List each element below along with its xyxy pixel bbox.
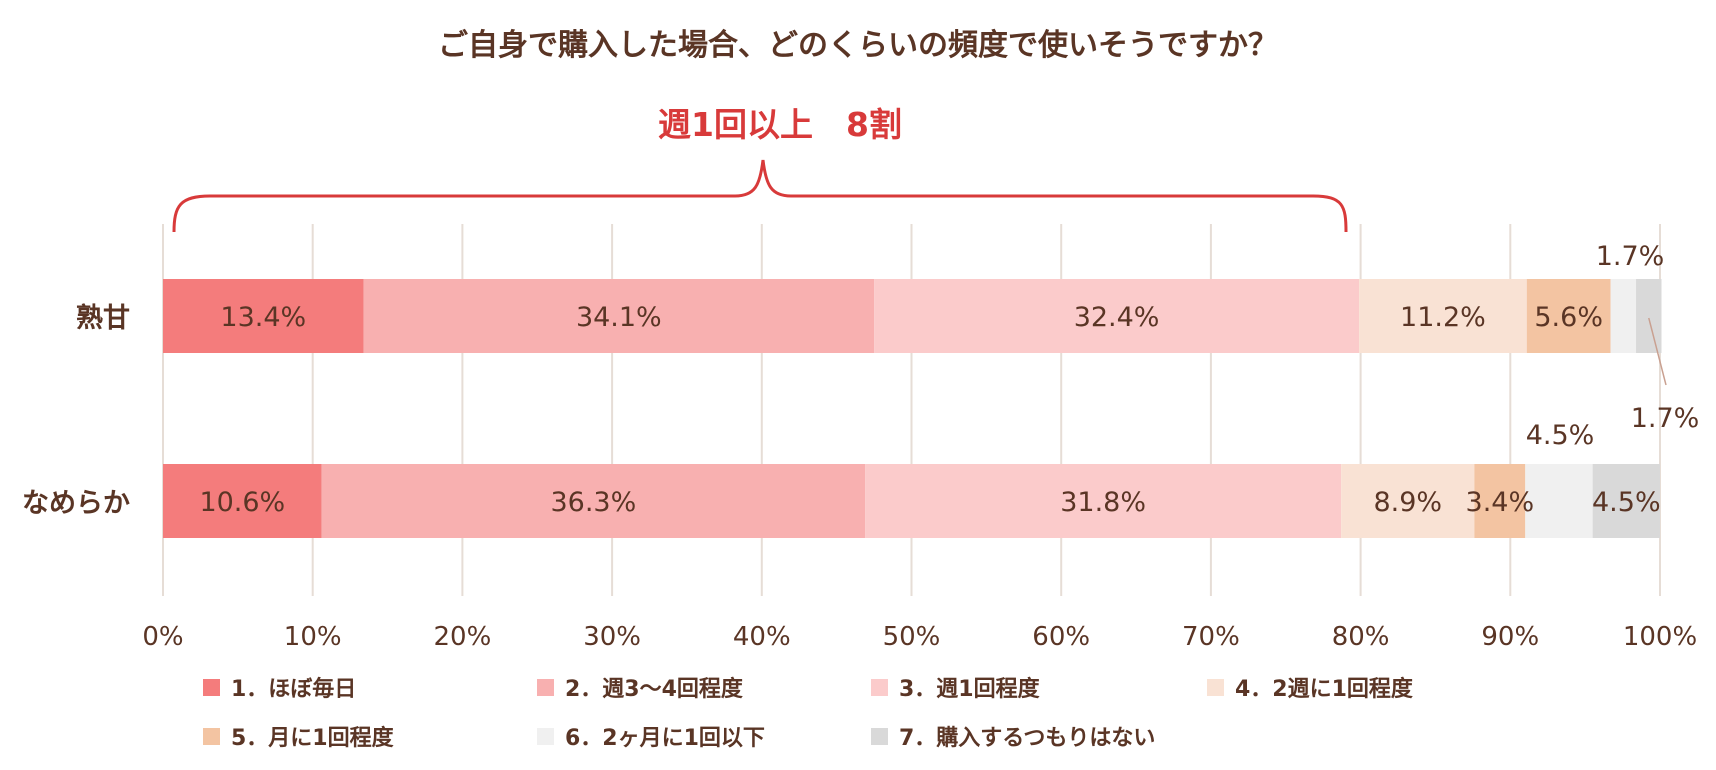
category-label: 熟甘 <box>76 302 130 334</box>
bar-segment-6 <box>1610 279 1637 353</box>
bar-segment-1 <box>163 464 322 538</box>
data-label: 32.4% <box>1074 302 1160 333</box>
x-tick-label: 30% <box>583 622 641 652</box>
legend-swatch <box>537 728 554 745</box>
data-label: 34.1% <box>576 302 662 333</box>
legend-swatch <box>203 728 220 745</box>
x-tick-label: 70% <box>1182 622 1240 652</box>
x-tick-label: 100% <box>1623 622 1697 652</box>
data-label: 3.4% <box>1466 487 1535 518</box>
legend-swatch <box>537 679 554 696</box>
chart-title: ご自身で購入した場合、どのくらいの頻度で使いそうですか？ <box>438 28 1278 63</box>
legend: 1．ほぼ毎日 2．週3～4回程度 3．週1回程度 4．2週に1回程度 5．月に1回程度 6… <box>203 676 1414 751</box>
category-label: なめらか <box>22 488 130 519</box>
data-label: 8.9% <box>1373 487 1442 518</box>
bar-segment-2 <box>363 279 875 353</box>
data-label: 13.4% <box>220 302 306 333</box>
data-label: 11.2% <box>1400 302 1486 333</box>
bar-segment-3 <box>874 279 1360 353</box>
bar-segment-6 <box>1525 464 1593 538</box>
bar-segment-3 <box>865 464 1342 538</box>
legend-label: 4．2週に1回程度 <box>1235 676 1414 702</box>
legend-label: 1．ほぼ毎日 <box>231 677 356 702</box>
x-tick-label: 0% <box>142 622 183 652</box>
bar-segment-4 <box>1359 279 1527 353</box>
bar-segment-5 <box>1526 279 1611 353</box>
bars-layer <box>163 279 1662 538</box>
x-tick-label: 60% <box>1032 622 1090 652</box>
x-tick-label: 40% <box>733 622 791 652</box>
brace-annotation <box>172 159 1348 233</box>
legend-label: 6．2ヶ月に1回以下 <box>565 726 765 751</box>
legend-label: 5．月に1回程度 <box>231 725 395 751</box>
bar-segment-7 <box>1636 279 1662 353</box>
legend-label: 7．購入するつもりはない <box>899 726 1155 751</box>
data-label: 10.6% <box>199 487 285 518</box>
bar-segment-7 <box>1592 464 1660 538</box>
labels-layer: 熟甘 13.4% 34.1% 32.4% 11.2% 5.6% 1.7% 1.7% なめらか 10… <box>22 241 1699 519</box>
x-tick-label: 20% <box>434 622 492 652</box>
legend-label: 3．週1回程度 <box>899 676 1041 702</box>
data-label: 5.6% <box>1534 302 1603 333</box>
x-tick-label: 90% <box>1481 622 1539 652</box>
legend-swatch <box>1207 679 1224 696</box>
data-label: 31.8% <box>1060 487 1146 518</box>
x-tick-label: 10% <box>284 622 342 652</box>
legend-swatch <box>871 679 888 696</box>
leader-line <box>1648 317 1667 386</box>
data-label: 4.5% <box>1592 487 1661 518</box>
bar-segment-5 <box>1474 464 1526 538</box>
legend-swatch <box>871 728 888 745</box>
x-tick-label: 50% <box>883 622 941 652</box>
bar-segment-2 <box>321 464 866 538</box>
data-label: 1.7% <box>1596 241 1665 272</box>
bar-segment-4 <box>1341 464 1475 538</box>
x-tick-label: 80% <box>1332 622 1390 652</box>
data-label: 1.7% <box>1631 403 1700 434</box>
legend-swatch <box>203 679 220 696</box>
bar-segment-1 <box>163 279 364 353</box>
data-label: 4.5% <box>1526 420 1595 451</box>
highlight-annotation: 週1回以上 8割 <box>658 105 902 144</box>
data-label: 36.3% <box>550 487 636 518</box>
legend-label: 2．週3～4回程度 <box>565 676 744 702</box>
